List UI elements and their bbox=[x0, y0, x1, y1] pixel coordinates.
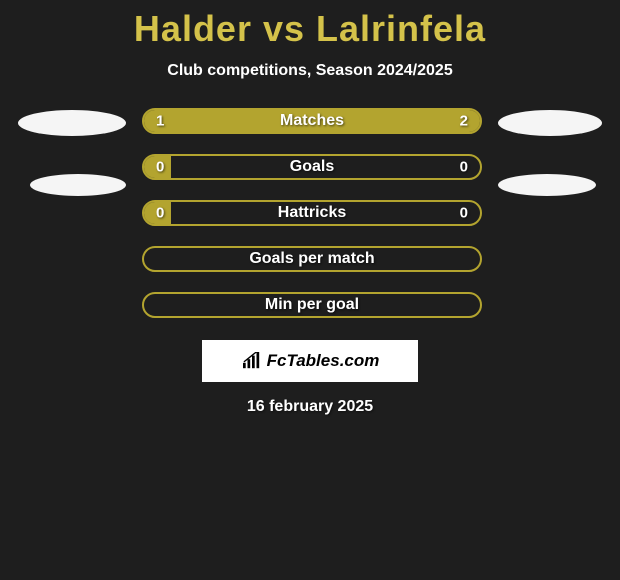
bar-value-right: 0 bbox=[460, 205, 468, 222]
bar-value-right: 2 bbox=[460, 113, 468, 130]
stat-bar-matches: 1 2 Matches bbox=[142, 108, 482, 134]
left-avatar-col bbox=[18, 108, 126, 196]
comparison-row: 1 2 Matches 0 0 Goals 0 0 Hattricks Goals per mat… bbox=[0, 108, 620, 318]
bar-label: Hattricks bbox=[278, 204, 346, 222]
bar-value-left: 1 bbox=[156, 113, 164, 130]
fctables-logo[interactable]: FcTables.com bbox=[202, 340, 418, 382]
page-title: Halder vs Lalrinfela bbox=[0, 8, 620, 50]
bar-value-left: 0 bbox=[156, 205, 164, 222]
date-label: 16 february 2025 bbox=[0, 398, 620, 416]
bar-value-left: 0 bbox=[156, 159, 164, 176]
player-right-avatar-1 bbox=[498, 110, 602, 136]
stat-bar-hattricks: 0 0 Hattricks bbox=[142, 200, 482, 226]
bar-label: Goals per match bbox=[249, 250, 374, 268]
stats-bars: 1 2 Matches 0 0 Goals 0 0 Hattricks Goals per mat… bbox=[142, 108, 482, 318]
stat-bar-min-per-goal: Min per goal bbox=[142, 292, 482, 318]
bar-label: Min per goal bbox=[265, 296, 359, 314]
chart-icon bbox=[241, 352, 263, 370]
stat-bar-goals: 0 0 Goals bbox=[142, 154, 482, 180]
bar-label: Goals bbox=[290, 158, 334, 176]
logo-text: FcTables.com bbox=[267, 351, 380, 371]
bar-label: Matches bbox=[280, 112, 344, 130]
bar-value-right: 0 bbox=[460, 159, 468, 176]
player-left-avatar-1 bbox=[18, 110, 126, 136]
player-right-avatar-2 bbox=[498, 174, 596, 196]
right-avatar-col bbox=[498, 108, 602, 196]
player-left-avatar-2 bbox=[30, 174, 126, 196]
subtitle: Club competitions, Season 2024/2025 bbox=[0, 62, 620, 80]
stat-bar-goals-per-match: Goals per match bbox=[142, 246, 482, 272]
